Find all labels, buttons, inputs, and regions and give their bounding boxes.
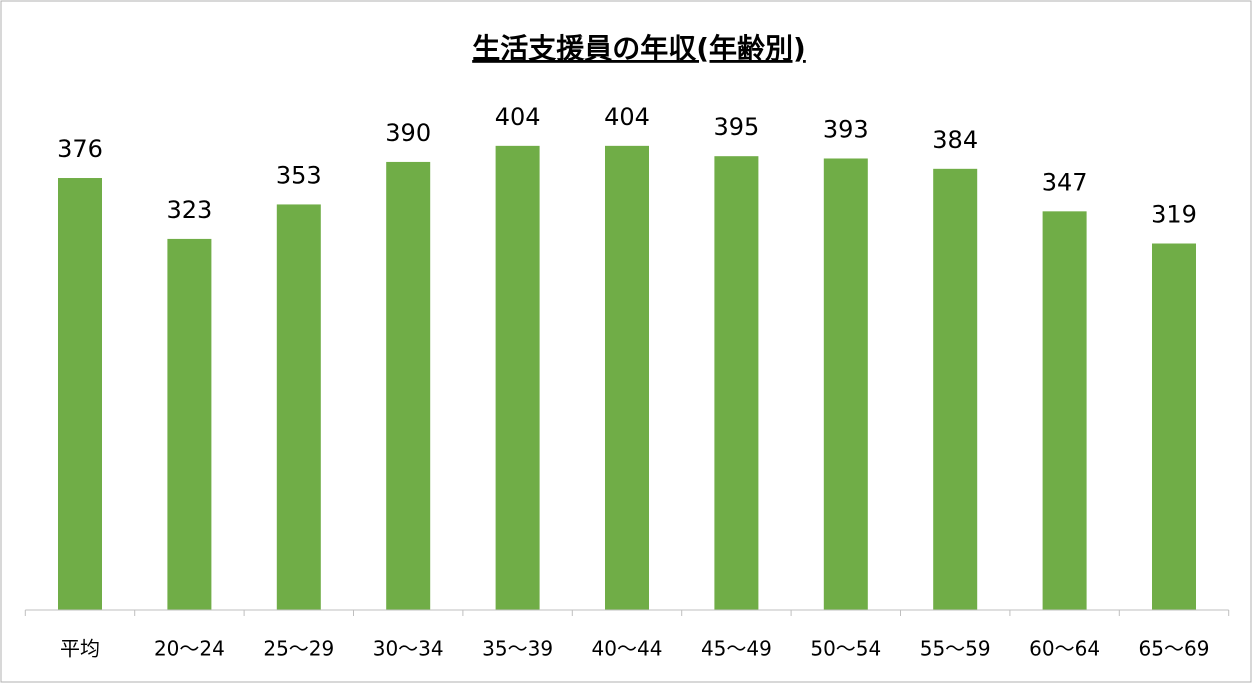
data-label: 390	[385, 119, 431, 147]
data-label: 323	[166, 196, 212, 224]
x-tick-label: 30〜34	[373, 637, 444, 661]
x-tick-label: 65〜69	[1139, 637, 1210, 661]
data-label: 319	[1151, 201, 1197, 229]
bar	[58, 178, 102, 611]
bar	[823, 158, 868, 610]
x-tick-label: 平均	[60, 637, 100, 661]
x-tick-label: 45〜49	[701, 637, 772, 661]
x-tick-label: 20〜24	[154, 637, 225, 661]
x-tick-label: 55〜59	[920, 637, 991, 661]
data-label: 404	[495, 103, 541, 131]
x-tick-label: 35〜39	[482, 637, 553, 661]
data-label: 353	[276, 161, 322, 189]
bar	[1152, 243, 1196, 610]
data-label: 376	[57, 135, 103, 163]
x-tick-label: 40〜44	[592, 637, 663, 661]
bar	[495, 145, 540, 611]
data-label: 395	[713, 113, 759, 141]
bar	[714, 156, 759, 610]
data-label: 393	[823, 115, 869, 143]
x-tick-label: 60〜64	[1029, 637, 1100, 661]
data-label: 347	[1042, 168, 1088, 196]
bar	[167, 238, 212, 611]
bar	[605, 145, 649, 611]
data-label: 384	[932, 126, 978, 154]
bar	[933, 168, 978, 610]
bar	[386, 161, 431, 610]
bar	[276, 204, 321, 611]
x-tick-label: 50〜54	[810, 637, 881, 661]
bar	[1042, 211, 1087, 610]
chart-title: 生活支援員の年収(年齢別)	[472, 32, 806, 65]
data-label: 404	[604, 103, 650, 131]
x-tick-label: 25〜29	[263, 637, 334, 661]
